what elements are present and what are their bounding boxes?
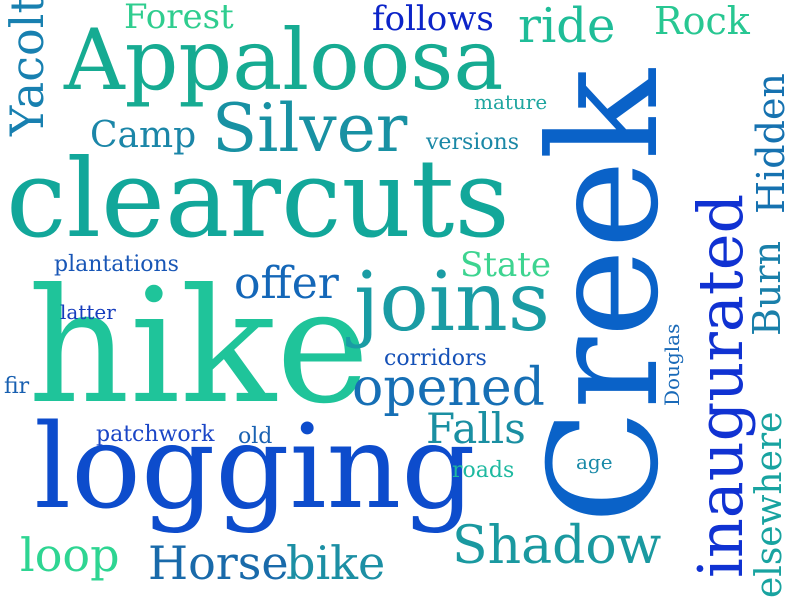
word-yacolt: Rock — [654, 0, 750, 43]
word-fir: fir — [4, 374, 30, 399]
word-falls: Falls — [426, 404, 526, 453]
word-silver: Silver — [212, 90, 408, 167]
word-offer: offer — [234, 258, 339, 309]
word-patchwork: patchwork — [96, 422, 215, 447]
word-logging: logging — [34, 400, 476, 535]
word-shadow: Shadow — [452, 516, 662, 576]
word-appaloosa: Appaloosa — [64, 11, 504, 109]
word-loop: loop — [20, 528, 120, 582]
word-burn: Burn — [745, 240, 789, 336]
word-creek: Creek — [518, 69, 692, 524]
word-roads: roads — [452, 458, 515, 483]
word-hike: hike — [28, 255, 370, 439]
word-age: age — [576, 450, 613, 474]
word-clearcuts: clearcuts — [6, 137, 510, 262]
word-plantations: plantations — [54, 252, 179, 277]
word-bike: bike — [286, 536, 386, 590]
word-versions: versions — [426, 130, 519, 155]
word-rock: Yacolt — [0, 0, 54, 136]
word-camp: Camp — [90, 115, 197, 156]
word-douglas: Douglas — [660, 323, 684, 406]
word-elsewhere: elsewhere — [749, 411, 790, 598]
word-old: old — [238, 424, 273, 449]
word-joins: joins — [354, 255, 550, 350]
word-latter: latter — [60, 300, 116, 324]
word-opened: opened — [352, 358, 545, 418]
word-mature: mature — [474, 90, 548, 114]
word-ride: ride — [518, 0, 616, 54]
word-horse: Horse — [148, 536, 289, 590]
word-state: State — [460, 245, 552, 285]
word-corridors: corridors — [384, 346, 487, 371]
word-forest: Forest — [124, 0, 234, 37]
word-inaugurated: inaugurated — [684, 193, 757, 578]
word-follows: follows — [372, 0, 494, 39]
word-hidden: Hidden — [749, 73, 793, 214]
